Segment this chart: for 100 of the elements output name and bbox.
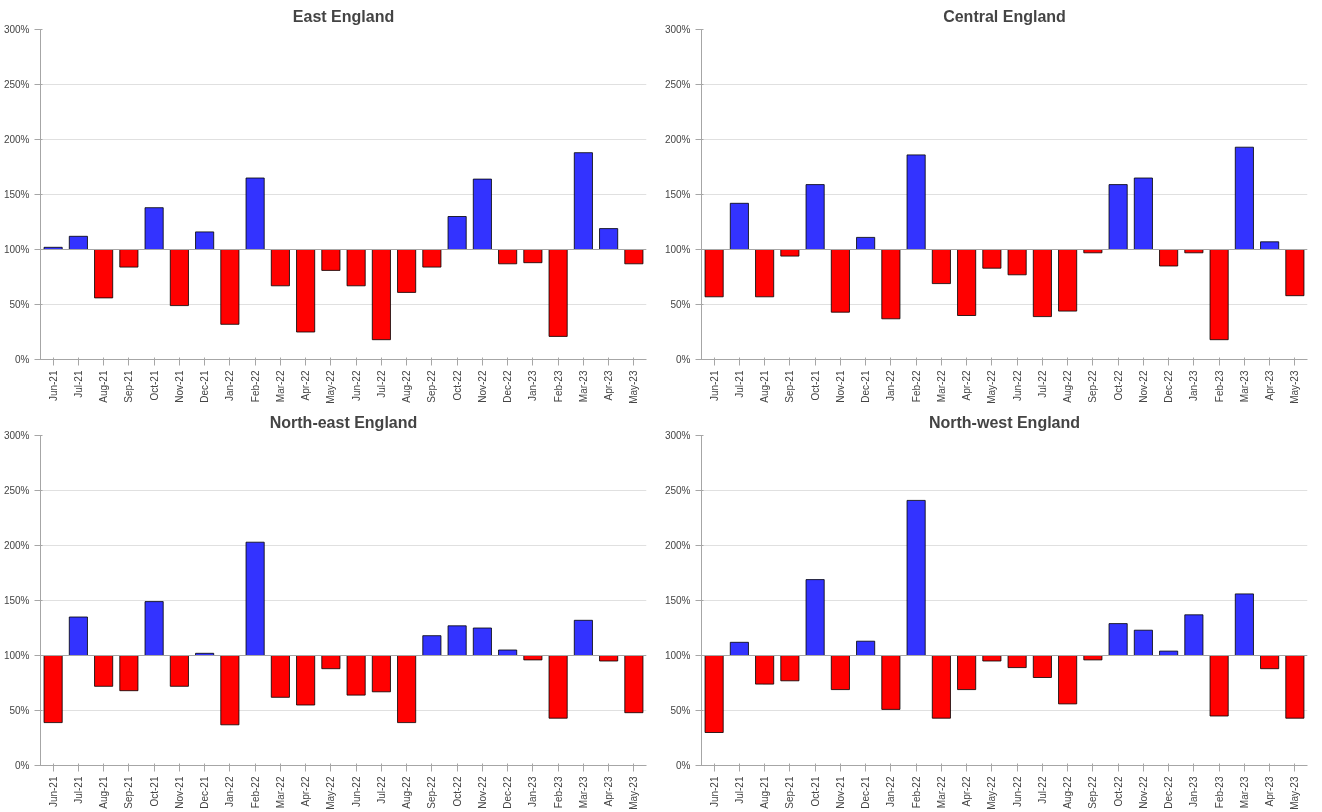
x-tick-label: Dec-21 [199,776,211,809]
y-tick-label: 200% [3,540,30,551]
x-tick-label: Mar-23 [1238,370,1250,403]
x-tick-label: Nov-21 [173,370,185,403]
x-tick-label: Mar-22 [935,776,947,809]
x-tick-label: Aug-21 [759,370,771,403]
y-tick-label: 150% [664,189,691,200]
x-tick-label: Jul-21 [733,776,745,804]
x-tick-label: Dec-22 [1163,370,1175,403]
x-tick-label: Mar-23 [577,370,589,403]
y-tick-label: 150% [3,189,30,200]
x-tick-label: Jun-22 [350,776,362,808]
x-tick-label: Jan-22 [224,776,236,808]
y-tick-label: 250% [3,485,30,496]
x-tick-label: May-23 [1289,370,1301,404]
x-tick-label: Dec-21 [860,776,872,809]
x-tick-label: Oct-21 [148,370,160,401]
x-tick-label: Jan-22 [885,370,897,402]
y-tick-label: 0% [676,760,691,771]
x-tick-label: Aug-21 [98,370,110,403]
x-tick-label: Jun-21 [708,370,720,402]
y-tick-label: 250% [3,79,30,90]
x-tick-label: Aug-22 [1062,370,1074,403]
x-tick-label: Jul-22 [1036,776,1048,804]
y-tick-label: 250% [664,485,691,496]
x-tick-label: Sep-22 [1087,370,1099,403]
x-tick-label: Apr-23 [603,370,615,401]
x-tick-label: Sep-22 [426,370,438,403]
y-tick-label: 300% [664,24,691,35]
x-tick-label: Dec-21 [860,370,872,403]
x-tick-label: Jul-22 [375,776,387,804]
x-tick-label: Jan-23 [527,370,539,402]
x-tick-label: Oct-22 [1112,776,1124,807]
x-tick-label: Sep-21 [784,776,796,809]
x-tick-label: Jul-21 [72,776,84,804]
x-tick-label: Jul-21 [72,370,84,398]
x-tick-label: Jul-21 [733,370,745,398]
x-tick-label: Jan-23 [1188,370,1200,402]
chart-title: North-east England [269,413,418,431]
y-tick-label: 0% [15,760,30,771]
y-tick-label: 250% [664,79,691,90]
x-tick-label: Jan-22 [885,776,897,808]
x-tick-label: Feb-23 [1213,370,1225,403]
x-tick-label: Nov-22 [476,370,488,403]
x-tick-label: Jul-22 [375,370,387,398]
chart-title: East England [292,7,395,25]
x-tick-label: Sep-21 [784,370,796,403]
x-tick-label: Sep-22 [1087,776,1099,809]
chart-title: Central England [943,7,1066,25]
x-tick-label: Nov-22 [1137,370,1149,403]
x-tick-label: Jun-22 [1011,776,1023,808]
x-tick-label: Jun-21 [708,776,720,808]
x-tick-label: Aug-22 [401,776,413,809]
x-tick-label: Jun-22 [350,370,362,402]
x-tick-label: May-23 [1289,776,1301,810]
x-tick-label: Jul-22 [1036,370,1048,398]
x-tick-label: Apr-23 [603,776,615,807]
x-tick-label: Nov-21 [834,370,846,403]
x-tick-label: Oct-22 [451,776,463,807]
x-tick-label: Jan-23 [527,776,539,808]
y-tick-label: 300% [664,430,691,441]
y-tick-label: 100% [3,244,30,255]
x-tick-label: Jun-21 [47,776,59,808]
x-tick-label: Mar-22 [935,370,947,403]
y-tick-label: 300% [3,430,30,441]
x-tick-label: Jan-22 [224,370,236,402]
x-tick-label: Aug-21 [98,776,110,809]
x-tick-label: Apr-23 [1264,776,1276,807]
x-tick-label: May-23 [628,776,640,810]
x-tick-label: Nov-21 [834,776,846,809]
y-tick-label: 150% [664,595,691,606]
x-tick-label: Aug-22 [1062,776,1074,809]
y-tick-label: 100% [664,244,691,255]
y-tick-label: 300% [3,24,30,35]
x-tick-label: Mar-23 [577,776,589,809]
x-tick-label: Mar-22 [274,776,286,809]
x-tick-label: Feb-23 [552,370,564,403]
x-tick-label: Mar-22 [274,370,286,403]
x-tick-label: Apr-22 [300,370,312,401]
x-tick-label: May-23 [628,370,640,404]
x-tick-label: Nov-22 [1137,776,1149,809]
x-tick-label: Feb-22 [249,776,261,809]
y-tick-label: 200% [664,540,691,551]
x-tick-label: Apr-22 [961,370,973,401]
x-tick-label: Apr-23 [1264,370,1276,401]
x-tick-label: Nov-21 [173,776,185,809]
x-tick-label: Feb-22 [910,370,922,403]
y-tick-label: 150% [3,595,30,606]
y-tick-label: 50% [670,705,691,716]
x-tick-label: Dec-22 [502,776,514,809]
y-tick-label: 200% [664,134,691,145]
x-tick-label: May-22 [986,776,998,810]
x-tick-label: Dec-22 [502,370,514,403]
y-tick-label: 200% [3,134,30,145]
x-tick-label: Oct-22 [451,370,463,401]
x-tick-label: Feb-23 [1213,776,1225,809]
x-tick-label: Sep-21 [123,370,135,403]
x-tick-label: Sep-22 [426,776,438,809]
x-tick-label: Oct-21 [148,776,160,807]
x-tick-label: Aug-22 [401,370,413,403]
